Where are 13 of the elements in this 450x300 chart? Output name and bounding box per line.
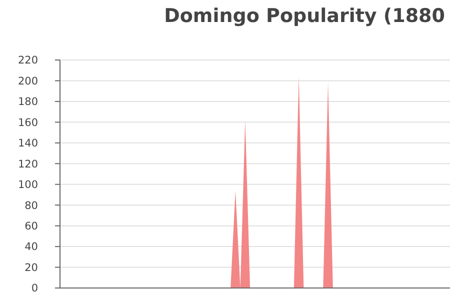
y-tick-label: 20 — [24, 262, 38, 274]
y-tick-label: 40 — [24, 241, 38, 254]
y-tick-label: 100 — [18, 179, 38, 192]
y-tick-label: 160 — [18, 116, 38, 129]
y-tick-label: 120 — [18, 158, 38, 170]
y-tick-label: 60 — [24, 220, 38, 232]
y-tick-label: 80 — [24, 200, 38, 212]
y-tick-label: 180 — [18, 96, 38, 108]
y-tick-label: 220 — [18, 54, 38, 67]
chart-title: Domingo Popularity (1880 — [164, 5, 445, 27]
y-tick-label: 200 — [18, 75, 38, 88]
y-tick-label: 0 — [31, 282, 38, 295]
y-tick-label: 140 — [18, 138, 38, 150]
